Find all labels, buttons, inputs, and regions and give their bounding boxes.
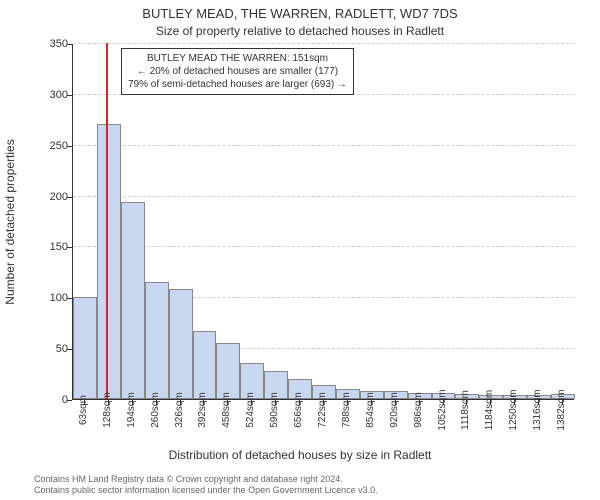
x-tick-label: 722sqm [317, 392, 328, 428]
x-tick-label: 788sqm [341, 392, 352, 428]
x-tick-mark [180, 400, 181, 405]
x-tick-label: 128sqm [102, 392, 113, 428]
x-tick-mark [108, 400, 109, 405]
y-tick-label: 150 [28, 241, 68, 253]
grid-line [73, 196, 574, 197]
histogram-bar [121, 202, 145, 399]
x-tick-mark [466, 400, 467, 405]
x-tick-label: 194sqm [126, 392, 137, 428]
histogram-bar [193, 331, 217, 399]
x-tick-mark [490, 400, 491, 405]
y-tick-label: 300 [28, 89, 68, 101]
property-size-chart: BUTLEY MEAD, THE WARREN, RADLETT, WD7 7D… [0, 0, 600, 500]
histogram-bar [216, 343, 240, 399]
x-tick-mark [371, 400, 372, 405]
x-tick-mark [132, 400, 133, 405]
footer-line-2: Contains public sector information licen… [34, 485, 378, 496]
x-tick-label: 986sqm [413, 392, 424, 428]
x-tick-label: 392sqm [197, 392, 208, 428]
y-tick-mark [67, 247, 72, 248]
x-tick-label: 854sqm [365, 392, 376, 428]
y-tick-label: 0 [28, 394, 68, 406]
chart-title-main: BUTLEY MEAD, THE WARREN, RADLETT, WD7 7D… [0, 6, 600, 21]
grid-line [73, 145, 574, 146]
x-tick-mark [299, 400, 300, 405]
x-tick-label: 458sqm [221, 392, 232, 428]
y-tick-mark [67, 146, 72, 147]
x-tick-mark [347, 400, 348, 405]
x-tick-mark [562, 400, 563, 405]
x-tick-label: 1118sqm [460, 390, 471, 430]
y-tick-label: 200 [28, 191, 68, 203]
y-tick-mark [67, 197, 72, 198]
x-tick-label: 590sqm [269, 392, 280, 428]
x-tick-label: 1382sqm [556, 389, 567, 430]
x-tick-label: 326sqm [174, 392, 185, 428]
x-tick-mark [227, 400, 228, 405]
x-tick-mark [419, 400, 420, 405]
y-tick-mark [67, 95, 72, 96]
x-tick-label: 1316sqm [532, 389, 543, 430]
histogram-bar [97, 124, 121, 399]
annotation-box: BUTLEY MEAD THE WARREN: 151sqm← 20% of d… [121, 48, 354, 95]
histogram-bar [73, 297, 97, 399]
grid-line [73, 246, 574, 247]
y-tick-mark [67, 44, 72, 45]
y-tick-label: 50 [28, 343, 68, 355]
annotation-line: 79% of semi-detached houses are larger (… [128, 78, 347, 91]
x-tick-mark [395, 400, 396, 405]
histogram-bar [145, 282, 169, 399]
x-axis-label: Distribution of detached houses by size … [0, 448, 600, 462]
property-marker-line [106, 43, 108, 399]
footer-line-1: Contains HM Land Registry data © Crown c… [34, 474, 378, 485]
x-tick-mark [251, 400, 252, 405]
x-tick-mark [538, 400, 539, 405]
x-tick-mark [156, 400, 157, 405]
y-tick-label: 350 [28, 38, 68, 50]
x-tick-label: 260sqm [150, 392, 161, 428]
x-tick-mark [84, 400, 85, 405]
x-tick-label: 656sqm [293, 392, 304, 428]
chart-footer: Contains HM Land Registry data © Crown c… [34, 474, 378, 497]
plot-area: BUTLEY MEAD THE WARREN: 151sqm← 20% of d… [72, 44, 574, 400]
x-tick-label: 1184sqm [484, 390, 495, 430]
x-tick-mark [443, 400, 444, 405]
histogram-bar [169, 289, 193, 399]
x-tick-mark [203, 400, 204, 405]
x-tick-mark [275, 400, 276, 405]
y-tick-mark [67, 298, 72, 299]
y-axis-label: Number of detached properties [3, 139, 17, 304]
annotation-line: BUTLEY MEAD THE WARREN: 151sqm [128, 52, 347, 65]
x-tick-label: 1052sqm [437, 389, 448, 430]
x-tick-mark [323, 400, 324, 405]
x-tick-label: 920sqm [389, 392, 400, 428]
y-tick-label: 100 [28, 292, 68, 304]
annotation-line: ← 20% of detached houses are smaller (17… [128, 65, 347, 78]
y-tick-label: 250 [28, 140, 68, 152]
y-tick-mark [67, 349, 72, 350]
chart-title-sub: Size of property relative to detached ho… [0, 24, 600, 38]
grid-line [73, 43, 574, 44]
x-tick-mark [514, 400, 515, 405]
y-tick-mark [67, 400, 72, 401]
x-tick-label: 524sqm [245, 392, 256, 428]
x-tick-label: 1250sqm [508, 389, 519, 430]
